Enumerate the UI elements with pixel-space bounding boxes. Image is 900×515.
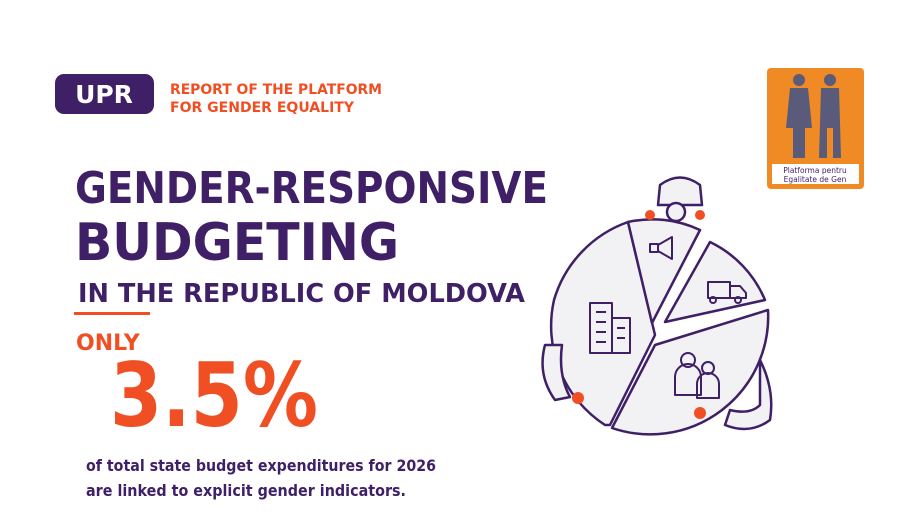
- pie-illustration: [541, 176, 773, 436]
- report-line: FOR GENDER EQUALITY: [170, 100, 355, 116]
- lead: ONLY: [76, 331, 141, 356]
- subtitle-line: IN THE REPUBLIC OF MOLDOVA: [78, 279, 525, 309]
- title-line: BUDGETING: [75, 213, 399, 273]
- underline: [74, 312, 150, 315]
- badge-text: UPR: [75, 80, 133, 109]
- logo-caption: Egalitate de Gen: [784, 175, 847, 184]
- figure: 3.5%: [110, 344, 318, 447]
- description-line: of total state budget expenditures for 2…: [86, 456, 436, 475]
- description-line: are linked to explicit gender indicators…: [86, 481, 406, 500]
- title-line: GENDER-RESPONSIVE: [75, 163, 548, 214]
- badge: [55, 74, 154, 114]
- logo: Platforma pentru Egalitate de Gen: [767, 68, 864, 189]
- report-line: REPORT OF THE PLATFORM: [170, 82, 382, 98]
- logo-caption: Platforma pentru: [783, 166, 847, 175]
